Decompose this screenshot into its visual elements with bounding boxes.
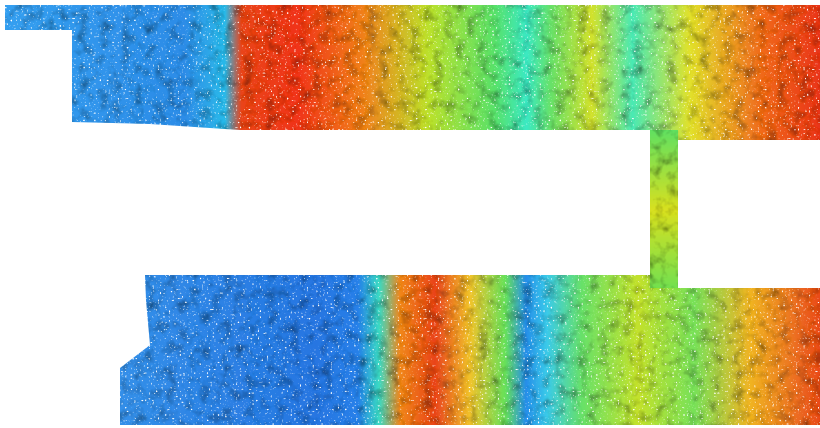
page: [0, 0, 820, 428]
connector-strip: [650, 130, 678, 290]
bottom-strip: [120, 275, 820, 425]
top-strip: [5, 5, 820, 140]
elevation-map: [0, 0, 820, 428]
